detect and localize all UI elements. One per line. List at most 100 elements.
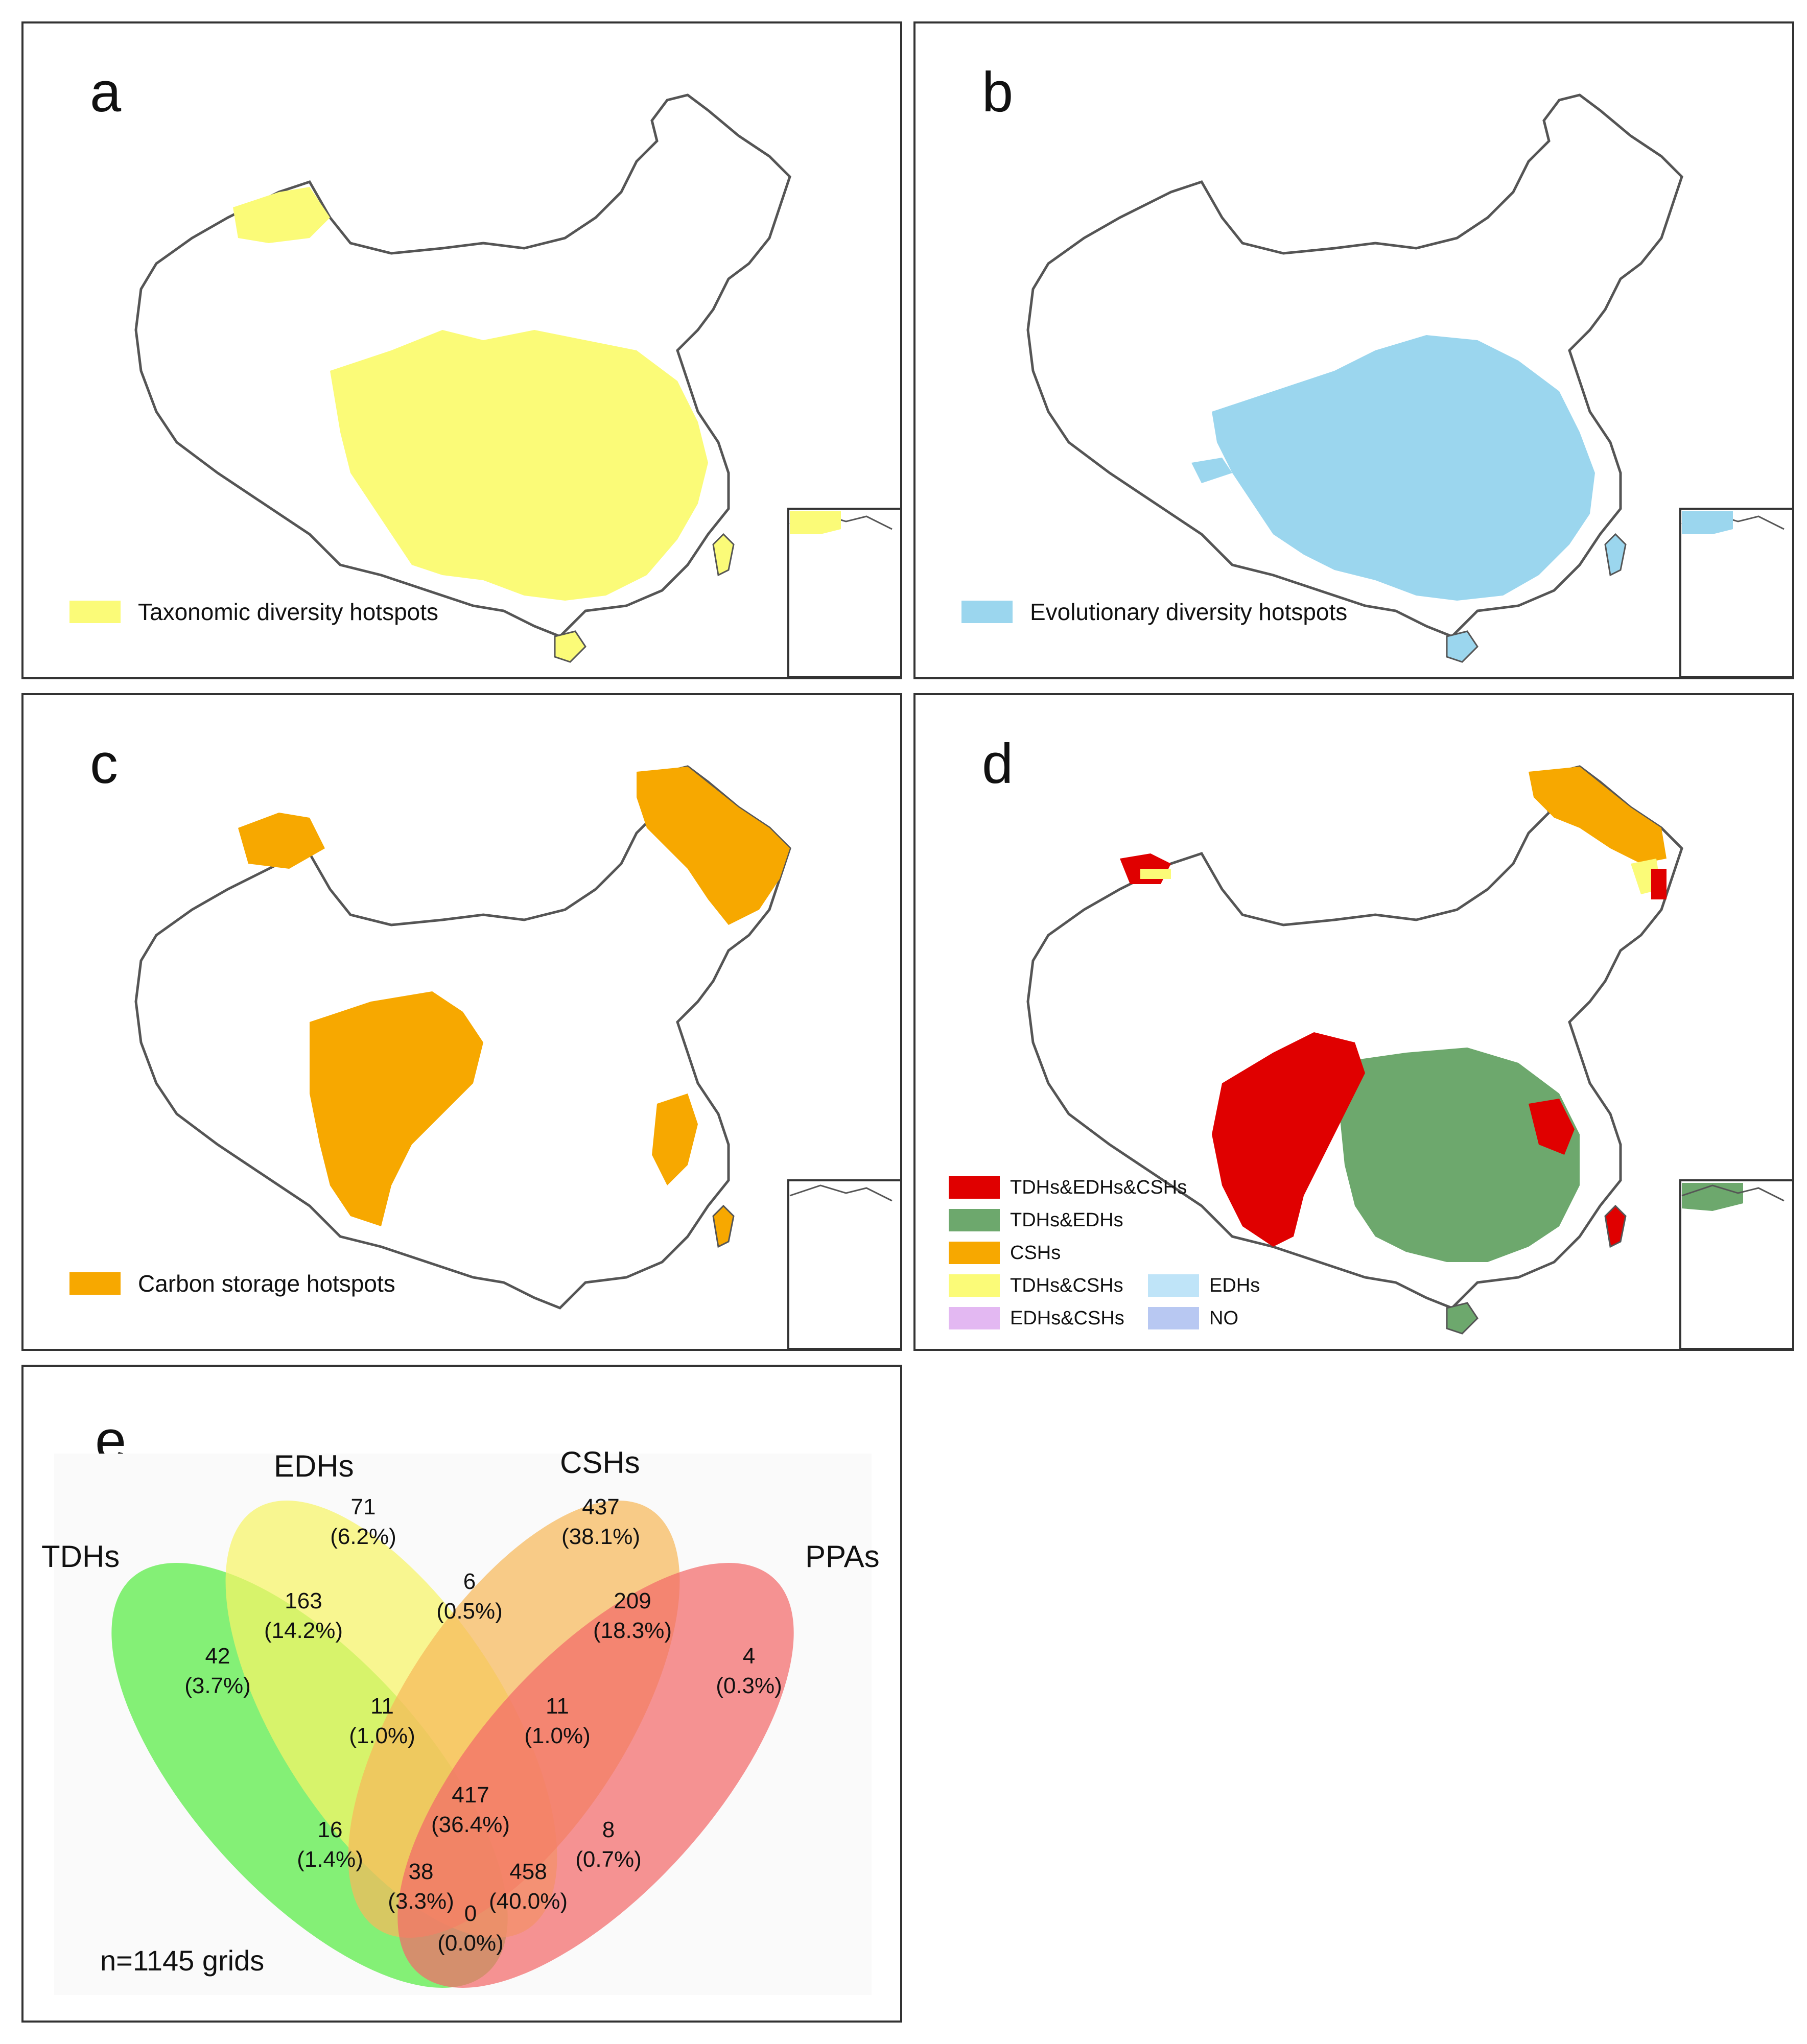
venn-pct: (18.3%) xyxy=(593,1618,672,1643)
venn-count: 0 xyxy=(464,1901,477,1926)
area-tdhs-edhs-cshs xyxy=(1212,1032,1365,1247)
venn-label-ppas: PPAs xyxy=(805,1539,880,1574)
panel-b: b Evolutionary diversity hotspots xyxy=(913,21,1794,679)
hotspot-area-a xyxy=(330,330,708,601)
china-map-d xyxy=(1026,765,1792,1349)
venn-set-ppas xyxy=(397,1563,794,1988)
venn-region-all-four: 417 (36.4%) xyxy=(404,1780,537,1840)
legend-swatch-b xyxy=(961,601,1013,623)
venn-count: 6 xyxy=(463,1569,476,1594)
venn-pct: (14.2%) xyxy=(264,1618,343,1643)
legend-label-d-1: TDHs&EDHs xyxy=(1010,1209,1123,1231)
panel-e: e TDHs EDHs CSHs PPAs 71 (6.2%) 437 (38.1%… xyxy=(21,1365,902,2023)
hotspot-area-c-northwest xyxy=(238,813,325,869)
area-tdhs-edhs-cshs-east xyxy=(1529,1099,1575,1155)
legend-label-d-3: TDHs&CSHs xyxy=(1010,1274,1123,1296)
venn-count: 458 xyxy=(509,1859,547,1884)
venn-pct: (0.0%) xyxy=(437,1931,504,1956)
legend-label-d-4: EDHs xyxy=(1209,1274,1260,1296)
panel-letter-c: c xyxy=(90,732,118,795)
venn-pct: (38.1%) xyxy=(561,1524,641,1549)
venn-region-tdhs-edhs-ppas: 458 (40.0%) xyxy=(462,1857,595,1916)
panel-c: c Carbon storage hotspots xyxy=(21,693,902,1351)
hotspot-area-b-island xyxy=(1604,533,1627,577)
legend-swatch-d-3 xyxy=(949,1274,1000,1297)
panel-d: d TDHs&EDHs&CSHs TDHs&EDHs CSHs TD xyxy=(913,693,1794,1351)
venn-count: 42 xyxy=(205,1644,230,1669)
venn-pct: (1.4%) xyxy=(297,1847,363,1872)
venn-count: 163 xyxy=(285,1588,322,1613)
venn-count: 209 xyxy=(614,1588,651,1613)
legend-swatch-d-4 xyxy=(1148,1274,1199,1297)
venn-label-tdhs: TDHs xyxy=(41,1539,120,1574)
legend-swatch-d-5 xyxy=(949,1307,1000,1329)
inset-map-frame xyxy=(787,1179,900,1349)
venn-region-edhs-cshs-ppas: 11 (1.0%) xyxy=(491,1692,624,1751)
venn-pct: (1.0%) xyxy=(524,1723,591,1748)
inset-map-frame xyxy=(1679,508,1792,677)
legend-label-d-5: EDHs&CSHs xyxy=(1010,1307,1124,1329)
venn-count: 11 xyxy=(546,1694,569,1719)
venn-count: 11 xyxy=(370,1694,394,1719)
venn-region-ppas-only: 4 (0.3%) xyxy=(683,1642,815,1701)
hotspot-area-a-hainan xyxy=(554,630,586,663)
venn-count: 16 xyxy=(317,1817,343,1842)
inset-fill xyxy=(1682,511,1733,534)
inset-coast xyxy=(1681,1184,1785,1202)
venn-region-tdhs-cshs: 16 (1.4%) xyxy=(264,1815,396,1874)
venn-region-edhs-ppas: 8 (0.7%) xyxy=(542,1815,675,1874)
legend-swatch-a xyxy=(69,601,121,623)
venn-pct: (0.7%) xyxy=(575,1847,642,1872)
china-map-c xyxy=(134,765,900,1349)
inset-fill xyxy=(790,511,841,534)
area-red-northeast xyxy=(1651,869,1667,899)
area-tdhs-edhs xyxy=(1334,1048,1580,1262)
venn-count: 437 xyxy=(582,1494,620,1519)
venn-pct: (6.2%) xyxy=(330,1524,396,1549)
hotspot-area-a-island xyxy=(712,533,735,577)
legend-swatch-c xyxy=(69,1272,121,1295)
venn-region-tdhs-only: 42 (3.7%) xyxy=(151,1642,284,1701)
hotspot-area-c-east xyxy=(652,1094,698,1185)
venn-diagram xyxy=(54,1454,872,1995)
legend-d: TDHs&EDHs&CSHs TDHs&EDHs CSHs TDHs&CSHs … xyxy=(949,1171,1260,1335)
panel-letter-d: d xyxy=(982,732,1014,795)
inset-coast xyxy=(789,1184,893,1202)
area-island xyxy=(1604,1204,1627,1248)
venn-label-edhs: EDHs xyxy=(274,1449,354,1483)
panel-a: a Taxonomic diversity hotspots xyxy=(21,21,902,679)
venn-region-tdhs-edhs-cshs: 11 (1.0%) xyxy=(316,1692,449,1751)
hotspot-area-b-hainan xyxy=(1446,630,1479,663)
venn-count: 71 xyxy=(350,1494,376,1519)
venn-pct: (0.5%) xyxy=(436,1599,503,1624)
venn-count: 8 xyxy=(602,1817,615,1842)
venn-count: 38 xyxy=(408,1859,434,1884)
venn-pct: (3.7%) xyxy=(184,1673,251,1698)
venn-label-cshs: CSHs xyxy=(560,1445,640,1480)
venn-region-cshs-only: 437 (38.1%) xyxy=(534,1492,667,1552)
legend-label-b: Evolutionary diversity hotspots xyxy=(1030,599,1348,625)
venn-region-tdhs-cshs-ppas: 38 (3.3%) xyxy=(355,1857,487,1916)
legend-swatch-d-6 xyxy=(1148,1307,1199,1329)
venn-count: 4 xyxy=(742,1644,756,1669)
legend-swatch-d-0 xyxy=(949,1176,1000,1199)
hotspot-area-c-island xyxy=(712,1204,735,1248)
legend-label-c: Carbon storage hotspots xyxy=(138,1270,395,1297)
legend-label-d-0: TDHs&EDHs&CSHs xyxy=(1010,1176,1187,1198)
panel-letter-a: a xyxy=(90,61,122,124)
hotspot-area-b xyxy=(1212,335,1595,601)
legend-c: Carbon storage hotspots xyxy=(69,1267,395,1300)
venn-region-edhs-cshs: 6 (0.5%) xyxy=(403,1567,536,1626)
venn-region-tdhs-edhs: 163 (14.2%) xyxy=(237,1586,370,1646)
panel-letter-b: b xyxy=(982,61,1014,124)
legend-a: Taxonomic diversity hotspots xyxy=(69,596,438,628)
hotspot-area-a-northwest xyxy=(233,187,330,243)
china-map-a xyxy=(134,93,900,677)
venn-count: 417 xyxy=(452,1782,489,1808)
venn-pct: (0.3%) xyxy=(716,1673,782,1698)
area-hainan xyxy=(1446,1302,1479,1335)
venn-pct: (3.3%) xyxy=(388,1889,454,1914)
hotspot-area-c-southwest xyxy=(310,991,483,1226)
venn-footnote: n=1145 grids xyxy=(100,1944,265,1977)
venn-pct: (36.4%) xyxy=(431,1812,510,1837)
